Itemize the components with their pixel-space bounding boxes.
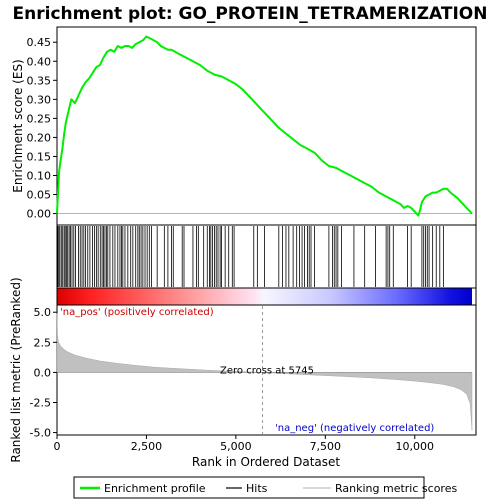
legend-label: Hits [246,482,268,495]
es-y-tick-label: 0.25 [27,112,52,125]
pos-correlated-label: 'na_pos' (positively correlated) [60,307,214,318]
rm-y-tick-label: -5.0 [30,427,51,440]
es-y-tick-label: 0.45 [27,36,52,49]
x-tick-label: 2,500 [131,440,163,453]
es-y-tick-label: 0.30 [27,93,52,106]
enrichment-y-axis-label: Enrichment score (ES) [11,59,25,192]
rm-y-tick-label: 2.5 [34,336,52,349]
x-tick-label: 5,000 [220,440,252,453]
rm-y-tick-label: -2.5 [30,397,51,410]
enrichment-profile-line [57,37,472,216]
enrichment-profile-group [57,37,472,216]
ranked-metric-y-axis: -5.0 -2.5 0.0 2.5 5.0 [30,306,57,439]
enrichment-panel-frame [57,27,476,225]
enrichment-y-axis: 0.00 0.05 0.10 0.15 0.20 0.25 0.30 0.35 0.40 0.45 [27,36,58,220]
x-axis-label: Rank in Ordered Dataset [192,455,340,469]
x-tick-label: 0 [54,440,61,453]
es-y-tick-label: 0.00 [27,208,52,221]
rm-y-tick-label: 0.0 [34,366,52,379]
chart-title: Enrichment plot: GO_PROTEIN_TETRAMERIZAT… [13,4,488,24]
es-y-tick-label: 0.35 [27,74,52,87]
es-y-tick-label: 0.10 [27,170,52,183]
ranked-metric-y-axis-label: Ranked list metric (PreRanked) [9,277,23,462]
legend-label: Ranking metric scores [335,482,457,495]
es-y-tick-label: 0.40 [27,55,52,68]
legend-label: Enrichment profile [104,482,206,495]
hits-group [57,226,443,287]
x-tick-label: 10,000 [396,440,435,453]
ranked-list-heatmap [57,288,472,305]
neg-correlated-label: 'na_neg' (negatively correlated) [275,423,434,434]
x-tick-label: 7,500 [310,440,342,453]
es-y-tick-label: 0.15 [27,150,52,163]
es-y-tick-label: 0.20 [27,131,52,144]
es-y-tick-label: 0.05 [27,189,52,202]
rm-y-tick-label: 5.0 [34,306,52,319]
x-axis: 0 2,500 5,000 7,500 10,000 [54,435,435,453]
zero-cross-label: Zero cross at 5745 [220,365,314,376]
